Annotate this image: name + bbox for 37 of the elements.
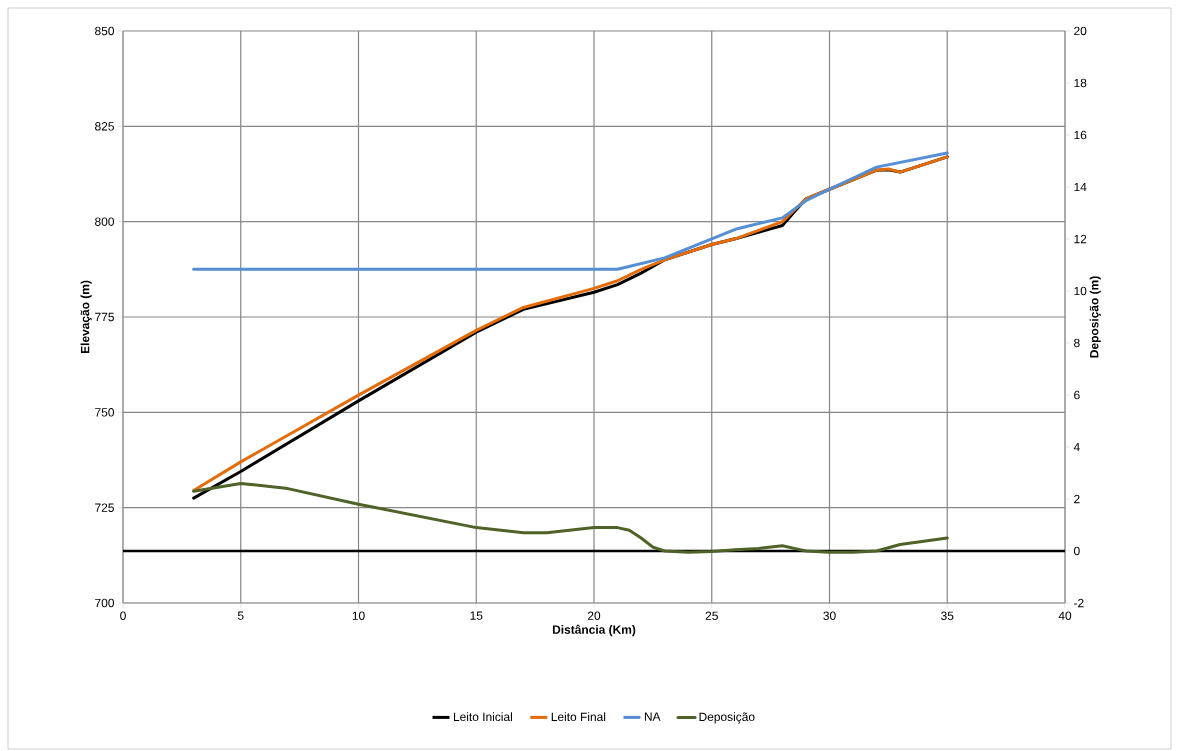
y2-tick-label: 18	[1074, 78, 1087, 88]
x-tick-label: 35	[941, 611, 954, 620]
y-tick-label: 775	[95, 312, 114, 322]
y2-tick-label: 8	[1074, 338, 1080, 348]
x-tick-label: 20	[587, 611, 601, 620]
y-tick-label: 700	[95, 598, 115, 608]
y2-tick-label: 4	[1073, 442, 1080, 452]
y2-tick-label: 10	[1074, 286, 1087, 296]
x-tick-label: 25	[705, 611, 718, 620]
y2-tick-label: 16	[1074, 130, 1087, 140]
x-tick-label: 40	[1058, 611, 1072, 620]
y-tick-label: 725	[95, 503, 114, 512]
y-tick-label: 850	[95, 26, 115, 36]
line-series	[192, 151, 949, 271]
y2-tick-label: 6	[1074, 390, 1080, 400]
y-tick-label: 825	[95, 122, 114, 131]
x-tick-label: 10	[352, 611, 365, 620]
x-tick-label: 15	[470, 611, 483, 620]
x-tick-label: 0	[120, 611, 126, 620]
legend-label: Deposição	[699, 712, 755, 724]
line-series	[192, 481, 949, 554]
y2-tick-label: 2	[1074, 494, 1080, 504]
y2-tick-label: 20	[1074, 26, 1087, 36]
legend-label: Leito Final	[551, 712, 606, 722]
y2-tick-label: -2	[1074, 598, 1084, 608]
y2-tick-label: 12	[1074, 234, 1087, 244]
x-tick-label: 30	[823, 611, 836, 620]
legend-label: Leito Inicial	[453, 712, 512, 722]
y-tick-label: 750	[95, 408, 115, 417]
y-axis-title: Elevação (m)	[80, 280, 92, 354]
legend-label: NA	[644, 712, 661, 721]
y2-tick-label: 14	[1074, 182, 1087, 192]
x-axis-title: Distância (Km)	[552, 624, 636, 637]
y2-axis-title: Deposição (m)	[1089, 276, 1101, 358]
y2-tick-label: 0	[1074, 546, 1080, 556]
y-tick-label: 800	[95, 217, 115, 226]
x-tick-label: 5	[237, 611, 244, 620]
